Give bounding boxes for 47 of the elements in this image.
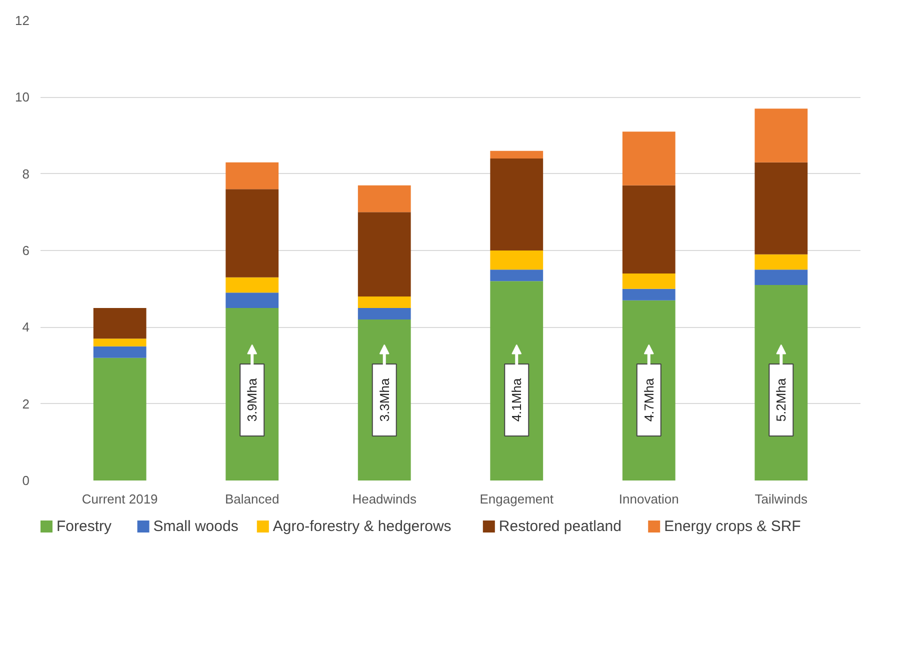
bar	[754, 254, 808, 270]
bar	[358, 296, 411, 308]
bar	[93, 338, 146, 346]
bar	[358, 185, 411, 212]
y-tick-label: 12	[15, 13, 30, 28]
annotation: 4.7Mha	[641, 378, 656, 422]
legend-label: Small woods	[153, 518, 238, 535]
bar	[226, 162, 279, 190]
y-tick-label: 10	[15, 90, 30, 105]
bar	[93, 346, 146, 358]
bar	[490, 150, 544, 158]
annotation: 3.9Mha	[244, 378, 260, 422]
bar	[622, 288, 676, 300]
bar	[754, 108, 808, 162]
bar	[622, 185, 676, 274]
annotation: 4.1Mha	[509, 378, 524, 422]
bar	[226, 292, 279, 308]
x-tick-label: Current 2019	[82, 492, 158, 506]
bar	[226, 277, 279, 293]
bar	[754, 270, 808, 285]
bar	[358, 308, 411, 320]
legend-label: Restored peatland	[498, 518, 622, 535]
x-tick-label: Engagement	[480, 492, 554, 506]
y-tick-label: 0	[22, 473, 30, 488]
bar	[490, 158, 544, 250]
bar	[754, 162, 808, 254]
y-tick-label: 4	[22, 320, 30, 335]
x-tick-label: Tailwinds	[754, 492, 808, 506]
bar	[490, 250, 544, 270]
bar	[93, 358, 146, 480]
x-tick-label: Innovation	[618, 492, 679, 506]
legend-label: Forestry	[56, 518, 112, 535]
bar	[226, 189, 279, 278]
legend-label: Agro-forestry & hedgerows	[272, 518, 452, 535]
x-tick-label: Headwinds	[352, 492, 418, 506]
bar	[358, 212, 411, 296]
y-tick-label: 2	[22, 396, 30, 412]
bar	[490, 270, 544, 282]
y-tick-label: 8	[22, 166, 30, 182]
annotation: 5.2Mha	[774, 378, 789, 422]
bar	[622, 274, 676, 289]
legend-label: Energy crops & SRF	[664, 518, 801, 535]
annotation: 3.3Mha	[376, 378, 392, 422]
y-tick-label: 6	[22, 243, 30, 258]
x-tick-label: Balanced	[225, 492, 280, 506]
bar	[93, 308, 146, 339]
bar	[622, 132, 676, 186]
